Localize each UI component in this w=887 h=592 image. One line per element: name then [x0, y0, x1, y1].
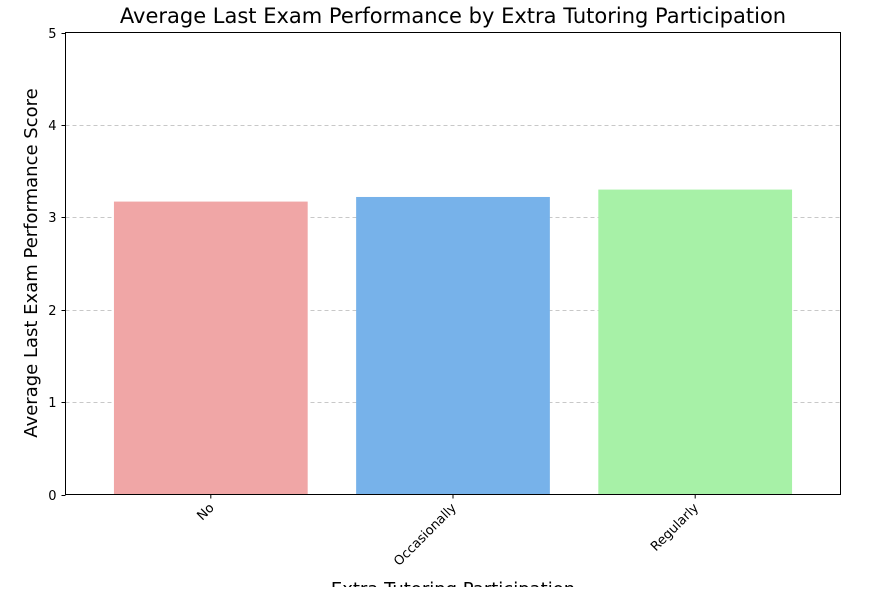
y-tick-label: 3 [48, 211, 56, 226]
bar-regularly [598, 189, 793, 495]
y-tick-label: 0 [48, 489, 56, 504]
x-tick-label: Regularly [648, 501, 702, 555]
chart-title: Average Last Exam Performance by Extra T… [120, 4, 786, 28]
y-tick-label: 1 [48, 396, 56, 411]
bar-occasionally [356, 196, 550, 495]
bar-no [113, 201, 308, 495]
bar-layer [113, 189, 793, 495]
y-tick-label: 5 [48, 27, 56, 42]
y-axis-ticks: 0 1 2 3 4 5 [48, 27, 66, 504]
y-tick-label: 4 [48, 119, 56, 134]
y-axis-label: Average Last Exam Performance Score [21, 88, 42, 437]
y-tick-label: 2 [48, 304, 56, 319]
x-tick-label: No [195, 501, 218, 524]
x-tick-label: Occasionally [391, 501, 460, 570]
x-axis-ticks: No Occasionally Regularly [195, 494, 702, 570]
x-axis-label: Extra Tutoring Participation [331, 579, 575, 587]
